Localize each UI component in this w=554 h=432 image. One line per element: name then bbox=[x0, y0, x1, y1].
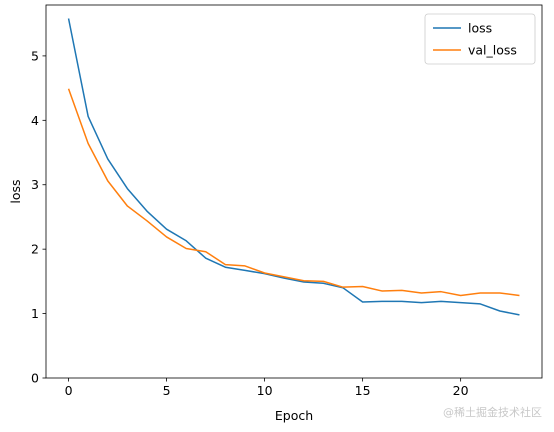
y-tick-label: 0 bbox=[31, 371, 39, 386]
x-tick-label: 20 bbox=[453, 383, 469, 398]
y-tick-label: 1 bbox=[31, 306, 39, 321]
x-tick-label: 10 bbox=[257, 383, 273, 398]
y-axis-ticks: 0 1 2 3 4 5 bbox=[31, 48, 46, 386]
plot-area bbox=[46, 5, 542, 378]
legend-box bbox=[424, 13, 536, 65]
watermark: @稀土掘金技术社区 bbox=[443, 406, 542, 419]
y-tick-label: 3 bbox=[31, 177, 39, 192]
series-line-loss bbox=[67, 18, 520, 316]
plot-frame bbox=[45, 4, 543, 379]
x-tick-label: 15 bbox=[355, 383, 371, 398]
x-axis-label: Epoch bbox=[275, 408, 313, 423]
y-tick-label: 5 bbox=[31, 48, 39, 63]
legend-label-val-loss: val_loss bbox=[468, 43, 517, 58]
series-line-val-loss bbox=[67, 88, 520, 297]
x-tick-label: 5 bbox=[163, 383, 171, 398]
legend-entries: loss val_loss bbox=[433, 21, 517, 58]
series-layer bbox=[67, 18, 520, 316]
x-axis-ticks: 0 5 10 15 20 bbox=[65, 378, 469, 398]
legend-label-loss: loss bbox=[468, 21, 492, 36]
y-tick-label: 4 bbox=[31, 113, 39, 128]
y-tick-label: 2 bbox=[31, 242, 39, 257]
x-tick-label: 0 bbox=[65, 383, 73, 398]
y-axis-label: loss bbox=[8, 179, 23, 203]
legend: loss val_loss bbox=[424, 13, 536, 65]
